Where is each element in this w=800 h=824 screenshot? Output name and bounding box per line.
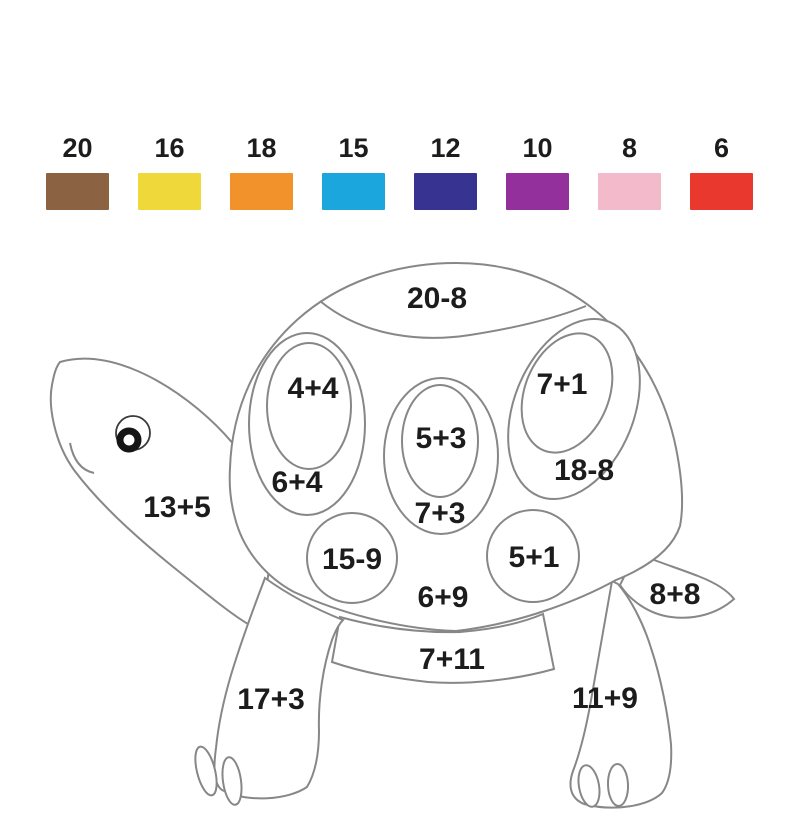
legend-color-swatch[interactable]	[46, 173, 109, 210]
legend-color-swatch[interactable]	[506, 173, 569, 210]
legend-number: 16	[154, 133, 185, 163]
right-oval-inner-region[interactable]	[505, 320, 629, 466]
legend-color-swatch[interactable]	[690, 173, 753, 210]
math-label-middle-oval-outer: 7+3	[415, 497, 466, 530]
left-circle-spot-region[interactable]	[306, 512, 398, 604]
math-label-front-leg: 17+3	[237, 683, 305, 716]
legend-item: 18	[230, 134, 293, 210]
legend-item: 6	[690, 134, 753, 210]
front-toe-icon	[221, 756, 243, 806]
math-label-shell-bottom: 6+9	[418, 581, 469, 614]
legend-item: 15	[322, 134, 385, 210]
math-label-middle-oval-inner: 5+3	[416, 422, 467, 455]
math-label-tail: 8+8	[650, 578, 701, 611]
eye-pupil-icon	[116, 427, 142, 453]
shell-rim-region[interactable]	[330, 612, 556, 684]
back-toe-icon	[606, 763, 630, 807]
smile-mouth	[69, 442, 95, 474]
front-leg-region[interactable]	[213, 576, 345, 800]
math-label-shell-top: 20-8	[407, 282, 467, 315]
legend-item: 10	[506, 134, 569, 210]
left-oval-inner-region[interactable]	[266, 342, 352, 470]
math-label-left-oval-inner: 4+4	[288, 372, 339, 405]
legend-color-swatch[interactable]	[230, 173, 293, 210]
legend-color-swatch[interactable]	[322, 173, 385, 210]
math-label-left-spot: 15-9	[322, 543, 382, 576]
legend-number: 12	[430, 133, 461, 163]
legend-number: 10	[522, 133, 553, 163]
math-label-neck: 13+5	[143, 491, 211, 524]
legend-item: 20	[46, 134, 109, 210]
legend-number: 20	[62, 133, 93, 163]
legend-item: 16	[138, 134, 201, 210]
math-label-right-oval-inner: 7+1	[537, 368, 588, 401]
back-toe-icon	[577, 764, 601, 808]
legend-number: 8	[621, 133, 638, 163]
legend-color-swatch[interactable]	[414, 173, 477, 210]
color-legend: 20 16 18 15 12 10 8 6	[46, 134, 753, 210]
back-leg-region[interactable]	[569, 579, 673, 809]
right-circle-spot-region[interactable]	[486, 509, 580, 603]
legend-item: 8	[598, 134, 661, 210]
shell-top-divider-arc	[319, 300, 587, 339]
legend-color-swatch[interactable]	[138, 173, 201, 210]
front-toe-icon	[194, 745, 218, 797]
math-label-back-leg: 11+9	[572, 682, 638, 715]
math-label-shell-rim: 7+11	[419, 643, 485, 676]
legend-number: 15	[338, 133, 369, 163]
legend-item: 12	[414, 134, 477, 210]
middle-oval-inner-region[interactable]	[401, 384, 479, 498]
legend-number: 18	[246, 133, 277, 163]
legend-number: 6	[713, 133, 730, 163]
tail-region[interactable]	[618, 551, 736, 619]
math-label-right-spot: 5+1	[509, 541, 560, 574]
math-label-left-oval-outer: 6+4	[272, 466, 323, 499]
math-label-right-oval-outer: 18-8	[554, 454, 614, 487]
legend-color-swatch[interactable]	[598, 173, 661, 210]
